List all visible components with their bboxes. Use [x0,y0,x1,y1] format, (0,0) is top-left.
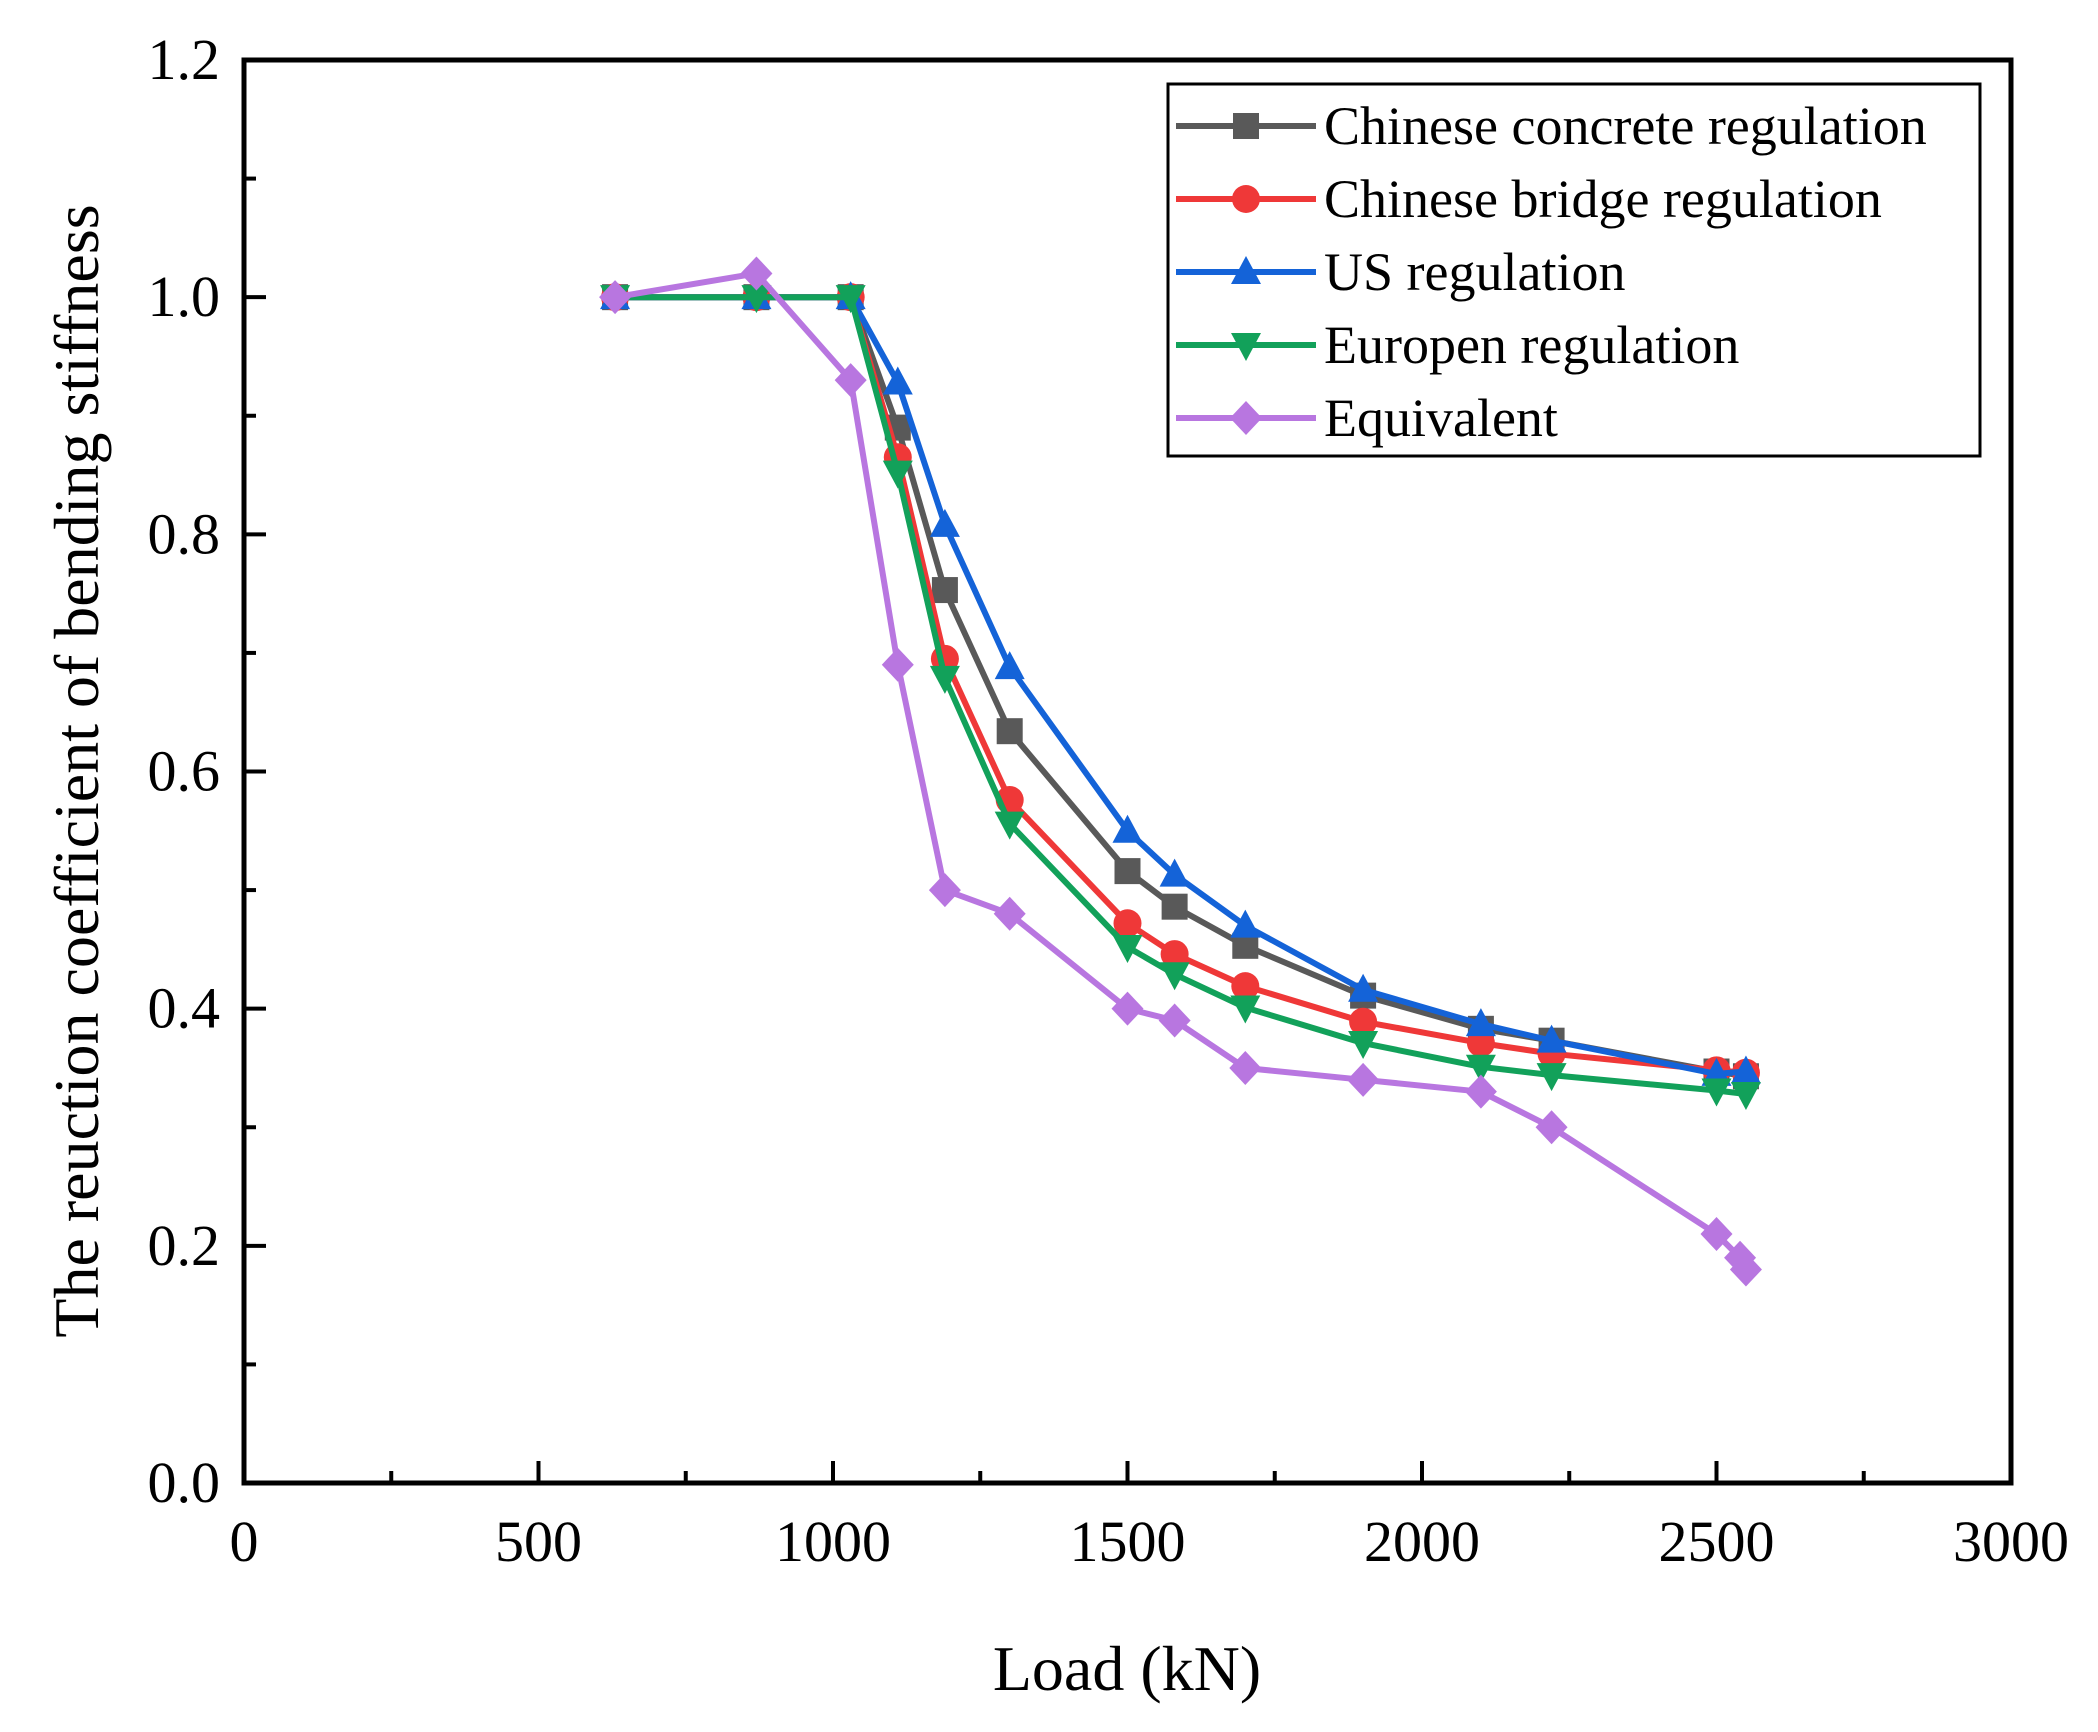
data-point [1112,935,1143,964]
data-point [881,647,914,682]
data-point [1730,1055,1761,1084]
data-point [1160,940,1189,969]
data-point [1161,893,1188,920]
data-point [740,256,773,291]
data-point [1730,1082,1761,1111]
data-point [1464,1074,1497,1109]
data-point [1112,814,1143,843]
data-point [882,460,913,489]
data-point [929,508,960,537]
data-point [1348,973,1379,1002]
legend-label: Equivalent [1324,388,1558,448]
data-point [993,896,1026,931]
x-tick-label: 2500 [1659,1509,1775,1574]
legend-swatch-marker [1231,256,1261,284]
data-point [1114,858,1141,885]
data-point [1230,995,1261,1024]
x-tick-label: 2000 [1364,1509,1480,1574]
data-point [834,363,867,398]
x-tick-label: 1000 [775,1509,891,1574]
data-point [1230,909,1261,938]
legend-swatch-marker [1231,333,1261,361]
data-point [1700,1216,1733,1251]
data-point [994,651,1025,680]
data-point [741,285,772,314]
legend-label: Europen regulation [1324,315,1739,375]
y-tick-label: 1.2 [148,27,221,92]
data-point [1535,1110,1568,1145]
data-point [1158,1003,1191,1038]
data-point [1701,1078,1732,1107]
data-point [1347,1062,1380,1097]
data-point [1348,1031,1379,1060]
data-point [1231,972,1260,1001]
data-point [1536,1063,1567,1092]
axes-group: 0 500 1000 1500 2000 2500 3000 0.0 0.2 0.4 0.6 0.8 1… [148,27,2070,1574]
legend-item: US regulation [1176,242,1625,302]
legend-item: Chinese concrete regulation [1176,96,1927,156]
y-tick-label: 0.4 [148,976,221,1041]
data-point [931,577,958,604]
data-point [994,811,1025,840]
series-5 [599,256,1762,1287]
legend-swatch-marker [1230,401,1262,435]
data-point [996,718,1023,745]
data-point [599,280,632,315]
series-line [615,294,1747,1097]
data-point [929,665,960,694]
legend-item: Equivalent [1176,388,1558,448]
data-point [1465,1008,1496,1037]
x-tick-label: 1500 [1070,1509,1186,1574]
series-4 [600,285,1761,1111]
y-tick-label: 0.6 [148,739,221,804]
data-point [1349,1007,1378,1036]
legend-item: Chinese bridge regulation [1176,169,1882,229]
legend: Chinese concrete regulation Chinese bridg… [1166,82,1982,458]
data-point [1229,1050,1262,1085]
data-point [1729,1252,1762,1287]
data-point [1159,962,1190,991]
legend-label: Chinese concrete regulation [1324,96,1927,156]
legend-label: US regulation [1324,242,1625,302]
legend-item: Europen regulation [1176,315,1739,375]
legend-swatch-marker [1233,113,1259,139]
data-point [1465,1054,1496,1083]
x-axis-title: Load (kN) [993,1633,1261,1704]
legend-label: Chinese bridge regulation [1324,169,1882,229]
data-point [1113,909,1142,938]
x-tick-label: 3000 [1953,1509,2069,1574]
data-point [1111,991,1144,1026]
x-tick-label: 0 [230,1509,259,1574]
data-point [882,366,913,395]
legend-swatch-marker [1232,185,1260,213]
y-tick-label: 1.0 [148,264,221,329]
series-line [615,294,1747,1077]
plot-frame [241,57,2014,1486]
x-tick-label: 500 [495,1509,582,1574]
y-axis-title: The reuction coefficient of bending stif… [41,204,112,1337]
data-point [835,285,866,314]
y-tick-label: 0.0 [148,1450,221,1515]
data-point [1536,1024,1567,1053]
data-point [1159,858,1190,887]
series-group [599,256,1762,1287]
data-point [928,873,961,908]
y-tick-label: 0.8 [148,501,221,566]
y-tick-label: 0.2 [148,1213,221,1278]
